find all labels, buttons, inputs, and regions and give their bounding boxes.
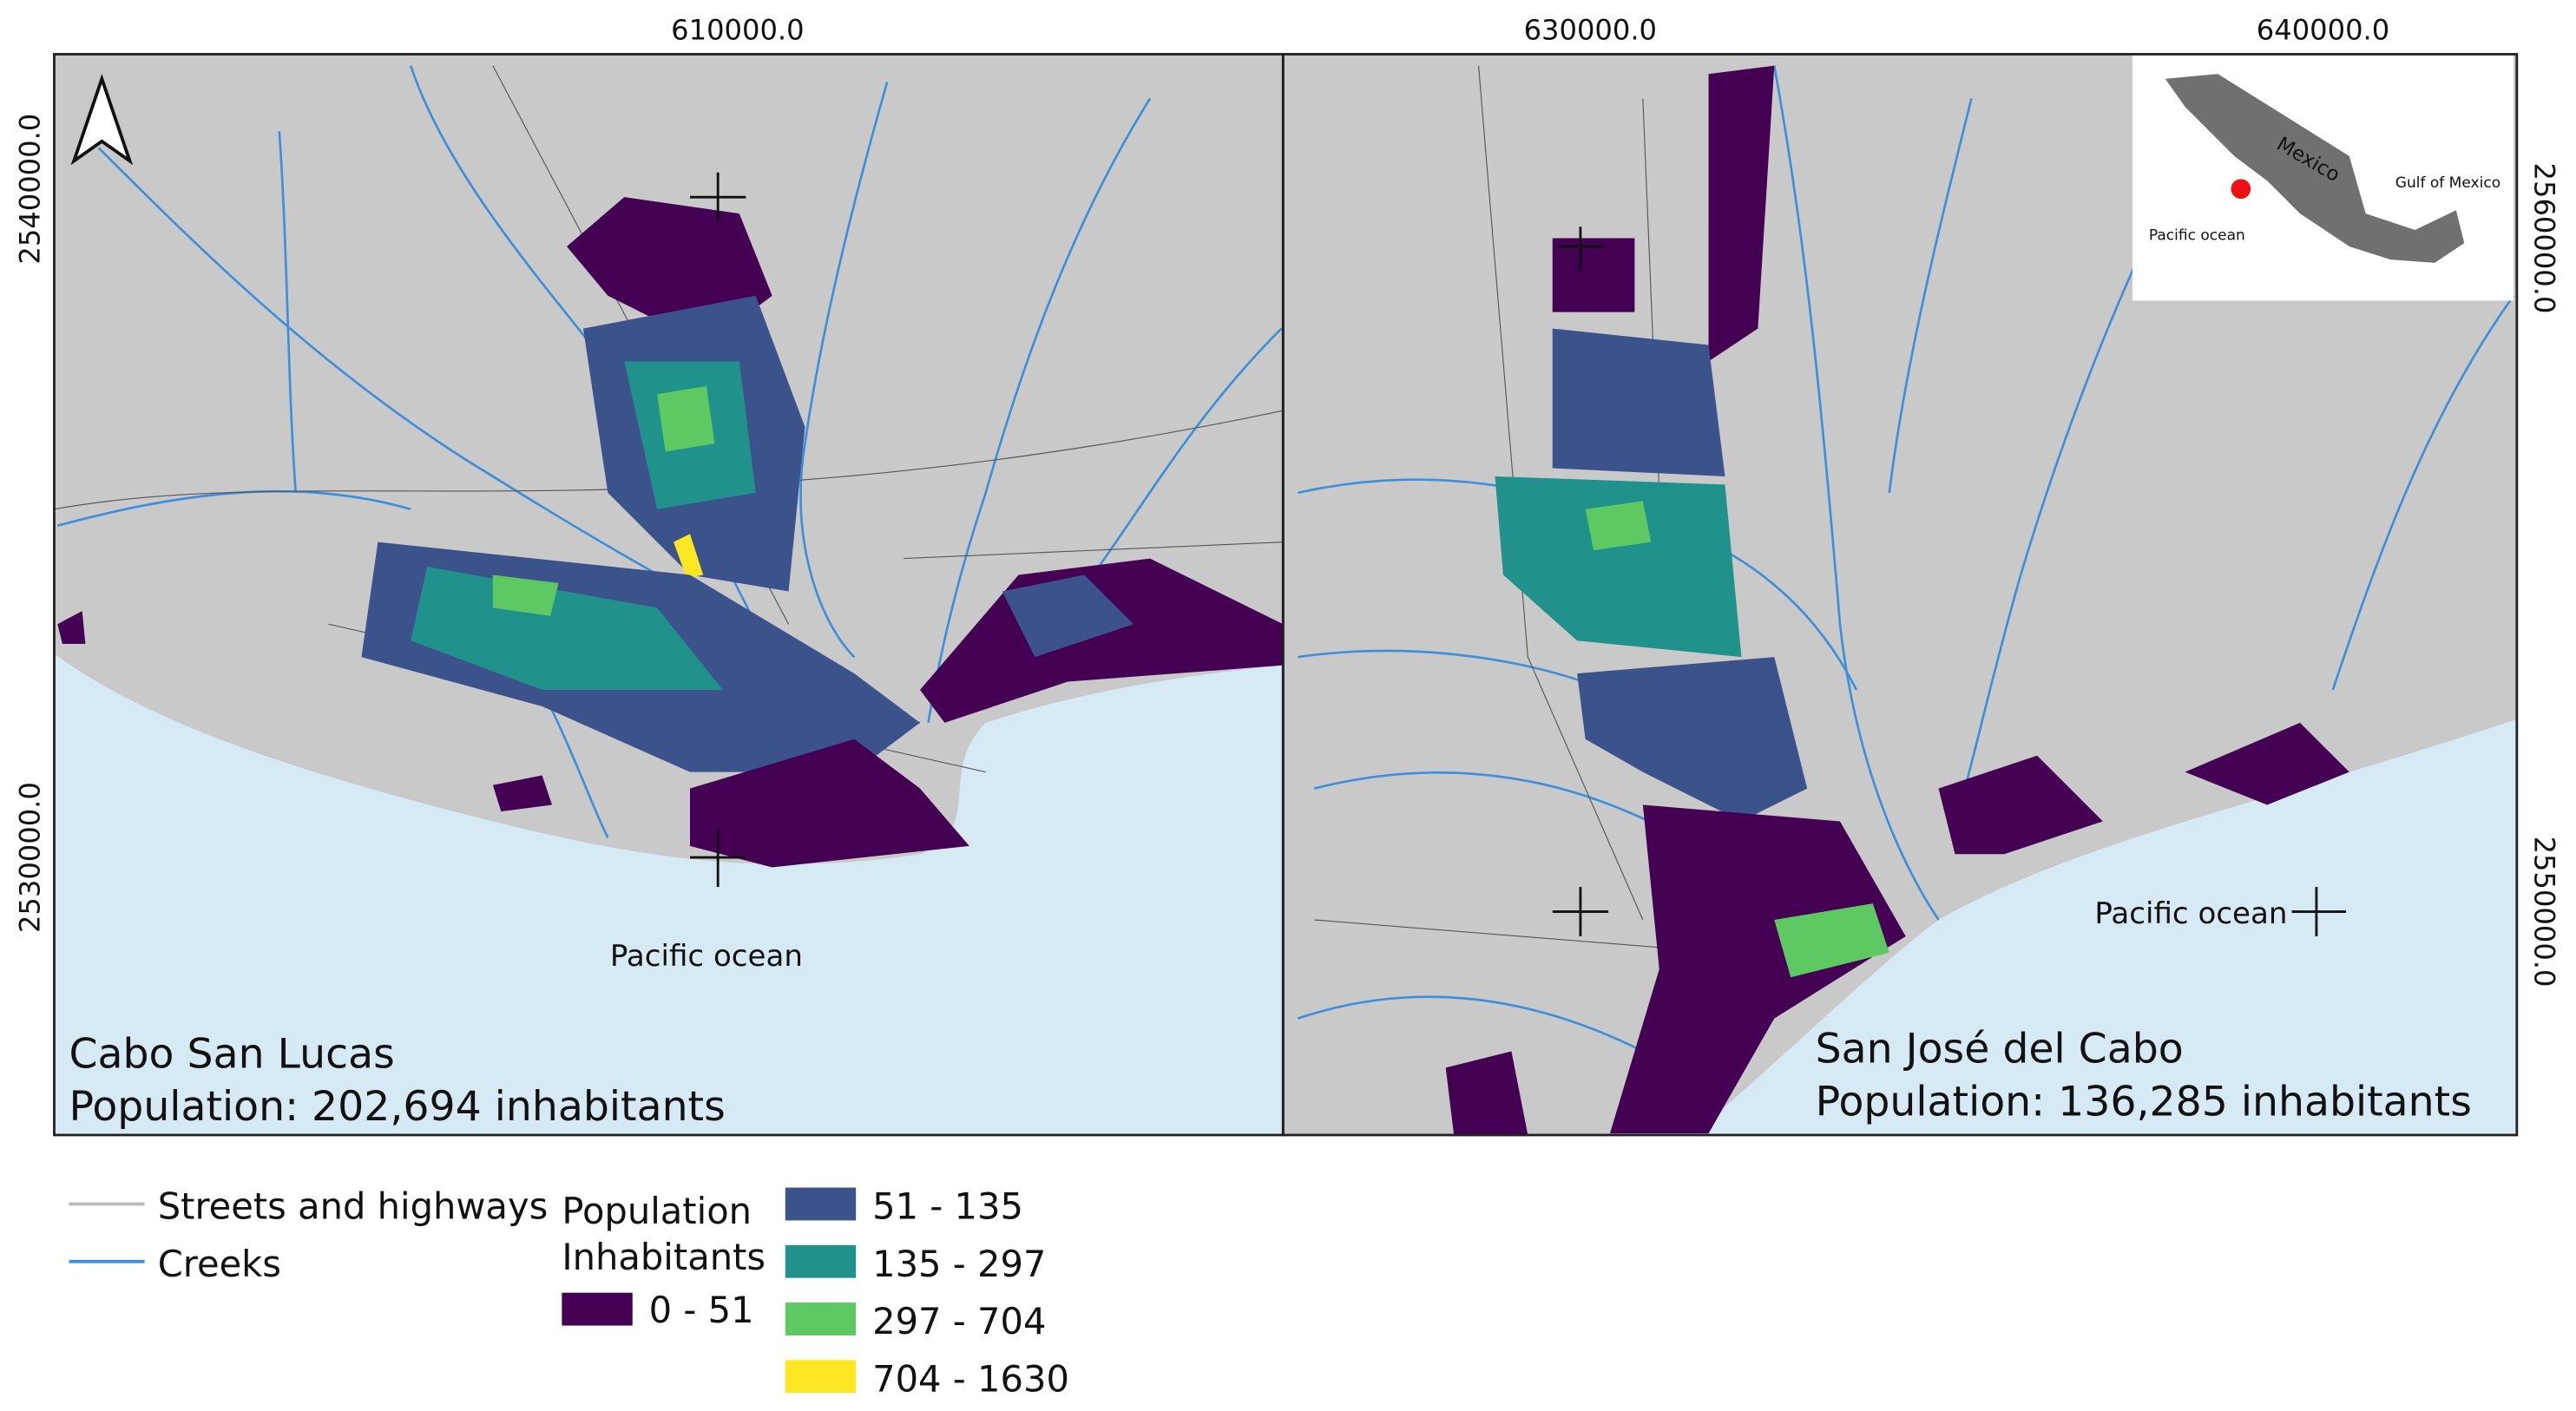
legend-label: 0 - 51 — [649, 1289, 754, 1331]
block — [657, 385, 715, 452]
legend-label: Creeks — [158, 1243, 281, 1285]
map-title: San José del Cabo — [1816, 1026, 2184, 1073]
panel-frame — [1281, 53, 2519, 1137]
sea — [54, 653, 1284, 1135]
grid-crosses — [690, 172, 746, 888]
block — [1610, 804, 1906, 1134]
map-san-jose-del-cabo: Pacific ocean San José del Cabo Populati… — [1283, 54, 2517, 1135]
x-coordinate: 610000.0 — [671, 13, 804, 46]
block — [411, 567, 723, 691]
block — [57, 611, 86, 645]
legend-swatch — [785, 1360, 857, 1394]
legend-label: 297 - 704 — [872, 1300, 1046, 1342]
map-title: Cabo San Lucas — [69, 1030, 395, 1078]
location-marker — [2231, 179, 2251, 200]
block — [1445, 1051, 1528, 1135]
inset-map: Mexico Gulf of Mexico Pacific ocean — [2132, 54, 2514, 301]
block — [1577, 657, 1808, 822]
mexico-shape — [2165, 74, 2465, 263]
block — [1002, 574, 1134, 658]
block — [1495, 476, 1742, 658]
block — [1585, 501, 1652, 551]
legend-subtitle: Inhabitants — [562, 1236, 766, 1278]
x-coordinate: 640000.0 — [2257, 13, 2389, 46]
population-label: Population: 202,694 inhabitants — [69, 1083, 726, 1131]
inset-ocean: Pacific ocean — [2149, 226, 2245, 244]
sea-label: Pacific ocean — [610, 939, 803, 974]
legend-title: Population — [562, 1190, 752, 1232]
legend-label: 135 - 297 — [872, 1243, 1046, 1285]
north-arrow — [70, 73, 134, 166]
block — [1552, 328, 1725, 476]
legend-swatch — [785, 1244, 857, 1278]
legend-swatch — [785, 1303, 857, 1336]
block — [492, 574, 559, 616]
block — [1938, 755, 2103, 855]
y-coordinate: 2540000.0 — [13, 114, 46, 265]
inset-gulf: Gulf of Mexico — [2395, 174, 2500, 192]
legend-label: 704 - 1630 — [872, 1357, 1069, 1400]
legend-label: Streets and highways — [158, 1185, 549, 1228]
block — [492, 775, 552, 812]
population-blocks — [57, 197, 1284, 868]
grid-crosses — [1552, 226, 2346, 936]
legend: Streets and highways Creeks Population I… — [69, 1185, 1069, 1400]
y-coordinate: 2530000.0 — [13, 782, 46, 933]
block — [690, 738, 969, 868]
block — [1708, 65, 1775, 362]
block — [674, 534, 704, 579]
legend-label: 51 - 135 — [872, 1185, 1023, 1228]
y-coordinate: 2550000.0 — [2528, 837, 2561, 988]
block — [1774, 903, 1889, 978]
block — [2185, 722, 2349, 805]
sea — [1692, 719, 2517, 1135]
y-coordinate: 2560000.0 — [2528, 163, 2561, 314]
x-coordinate: 630000.0 — [1524, 13, 1657, 46]
block — [1552, 238, 1635, 312]
population-blocks — [1445, 65, 2349, 1135]
sea-label: Pacific ocean — [2094, 896, 2287, 931]
legend-swatch — [562, 1292, 633, 1326]
legend-swatch — [785, 1187, 857, 1221]
map-cabo-san-lucas: Pacific ocean Cabo San Lucas Population:… — [54, 54, 1284, 1135]
population-label: Population: 136,285 inhabitants — [1816, 1078, 2472, 1126]
